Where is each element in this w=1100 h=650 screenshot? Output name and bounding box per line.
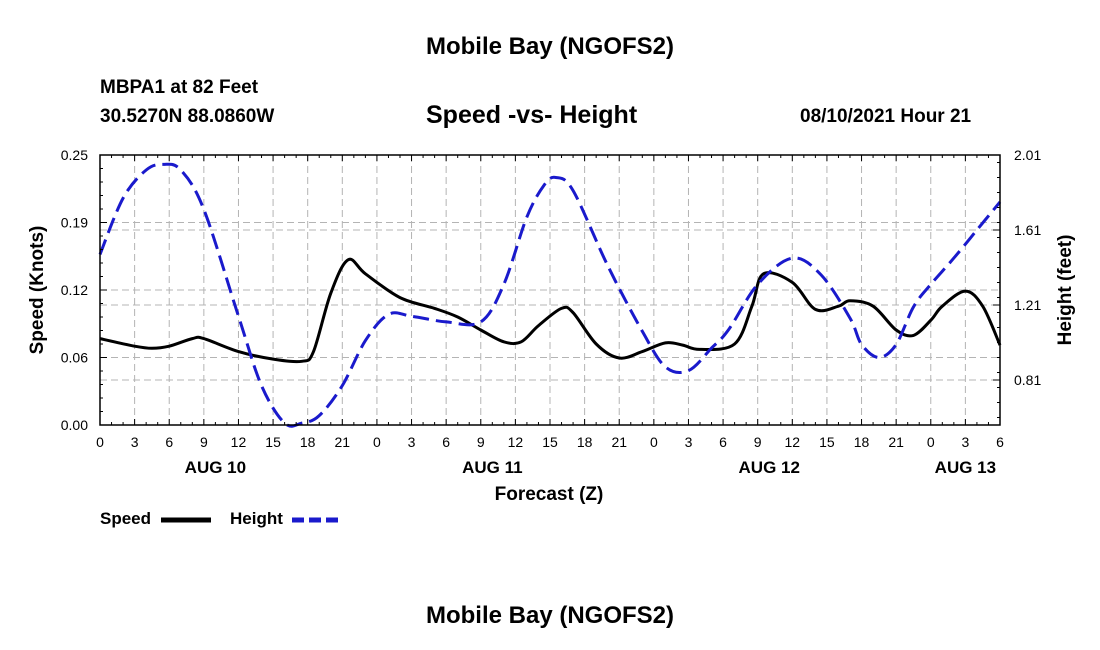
station-label: MBPA1 at 82 Feet (100, 77, 259, 98)
x-tick-label: 12 (231, 434, 247, 450)
y2-tick-label: 0.81 (1014, 372, 1041, 388)
x-tick-label: 15 (265, 434, 281, 450)
x-tick-label: 6 (719, 434, 727, 450)
x-tick-label: 15 (819, 434, 835, 450)
x-tick-label: 9 (754, 434, 762, 450)
x-tick-label: 3 (131, 434, 139, 450)
y2-tick-label: 1.21 (1014, 297, 1041, 313)
x-tick-label: 6 (442, 434, 450, 450)
legend-height-label: Height (230, 509, 283, 528)
x-tick-label: 21 (335, 434, 351, 450)
x-tick-label: 12 (508, 434, 524, 450)
legend-speed-label: Speed (100, 509, 152, 528)
speed-series-line (99, 257, 1002, 364)
x-tick-label: 0 (650, 434, 658, 450)
x-tick-label: 9 (200, 434, 208, 450)
axis-layer: 0 3 6 9 12 15 18 21 0 3 6 9 12 15 18 21 0 3 6 9 12 15 18 21 0 3 6A… (61, 147, 1042, 477)
chart-main-title: Mobile Bay (NGOFS2) (425, 33, 675, 60)
x-tick-label: 3 (961, 434, 969, 450)
station-coordinates: 30.5270N 88.0860W (100, 106, 275, 127)
x-tick-label: 0 (927, 434, 935, 450)
y2-axis-label: Height (feet) (1055, 235, 1076, 346)
x-tick-label: 6 (165, 434, 173, 450)
y2-tick-label: 1.61 (1014, 222, 1041, 238)
x-tick-label: 18 (854, 434, 870, 450)
x-tick-label: 15 (542, 434, 558, 450)
x-tick-label: 3 (408, 434, 416, 450)
series-layer (98, 162, 1002, 428)
grid-layer (100, 154, 1000, 425)
x-tick-label: 9 (477, 434, 485, 450)
y-tick-label: 0.00 (61, 417, 88, 433)
x-date-label: AUG 11 (462, 458, 522, 477)
x-date-label: AUG 13 (935, 458, 996, 477)
x-tick-label: 18 (300, 434, 316, 450)
x-tick-label: 6 (996, 434, 1004, 450)
x-tick-label: 3 (685, 434, 693, 450)
footer-title: Mobile Bay (NGOFS2) (425, 602, 675, 629)
x-tick-label: 0 (373, 434, 381, 450)
y-tick-label: 0.12 (61, 282, 88, 298)
chart-subtitle: Speed -vs- Height (426, 101, 638, 129)
x-tick-label: 18 (577, 434, 593, 450)
x-tick-label: 21 (611, 434, 627, 450)
y-axis-label: Speed (Knots) (27, 226, 48, 355)
height-series-line (98, 162, 1002, 428)
x-date-label: AUG 10 (185, 458, 246, 477)
x-tick-label: 12 (785, 434, 801, 450)
y2-tick-label: 2.01 (1014, 147, 1041, 163)
x-tick-label: 21 (888, 434, 904, 450)
x-date-label: AUG 12 (739, 458, 800, 477)
y-tick-label: 0.25 (61, 147, 88, 163)
y-tick-label: 0.06 (61, 350, 88, 366)
y-tick-label: 0.19 (61, 215, 88, 231)
forecast-datetime: 08/10/2021 Hour 21 (800, 106, 972, 127)
x-tick-label: 0 (96, 434, 104, 450)
x-axis-label: Forecast (Z) (495, 484, 604, 505)
